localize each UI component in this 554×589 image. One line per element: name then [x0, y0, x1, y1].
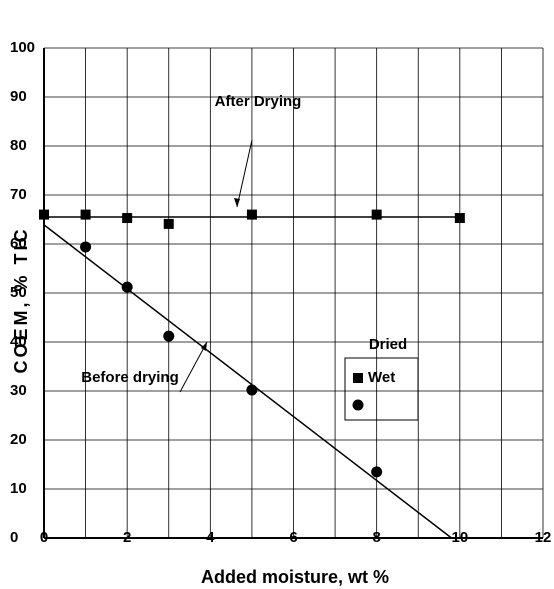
legend-label: Wet	[368, 369, 395, 386]
legend-title: Dried	[369, 336, 407, 353]
y-tick-label: 80	[10, 137, 27, 154]
y-tick-label: 30	[10, 382, 27, 399]
x-axis-label: Added moisture, wt %	[201, 567, 389, 587]
y-tick-label: 10	[10, 480, 27, 497]
y-axis-label: COEM, % TIC	[11, 226, 31, 373]
square-marker	[163, 218, 174, 229]
legend-box	[344, 357, 419, 421]
circle-marker	[121, 281, 133, 293]
circle-marker	[80, 241, 92, 253]
y-tick-label: 70	[10, 186, 27, 203]
legend-marker	[352, 399, 364, 411]
y-tick-label: 40	[10, 333, 27, 350]
y-tick-label: 0	[10, 529, 18, 546]
annotation-arrow	[236, 139, 253, 208]
circle-marker	[371, 466, 383, 478]
legend-marker	[353, 373, 363, 383]
square-marker	[246, 209, 257, 220]
circle-marker	[163, 330, 175, 342]
circle-marker	[246, 384, 258, 396]
annotation: Before drying	[81, 369, 179, 386]
square-marker	[39, 209, 49, 220]
annotation-arrow	[179, 341, 208, 393]
fit-line	[43, 224, 452, 539]
y-tick-label: 20	[10, 431, 27, 448]
y-tick-label: 100	[10, 39, 35, 56]
y-tick-label: 60	[10, 235, 27, 252]
square-marker	[122, 213, 133, 224]
square-marker	[454, 213, 465, 224]
square-marker	[371, 209, 382, 220]
arrow-head	[234, 198, 240, 207]
square-marker	[80, 209, 91, 220]
y-tick-label: 50	[10, 284, 27, 301]
y-tick-label: 90	[10, 88, 27, 105]
annotation: After Drying	[215, 93, 302, 110]
